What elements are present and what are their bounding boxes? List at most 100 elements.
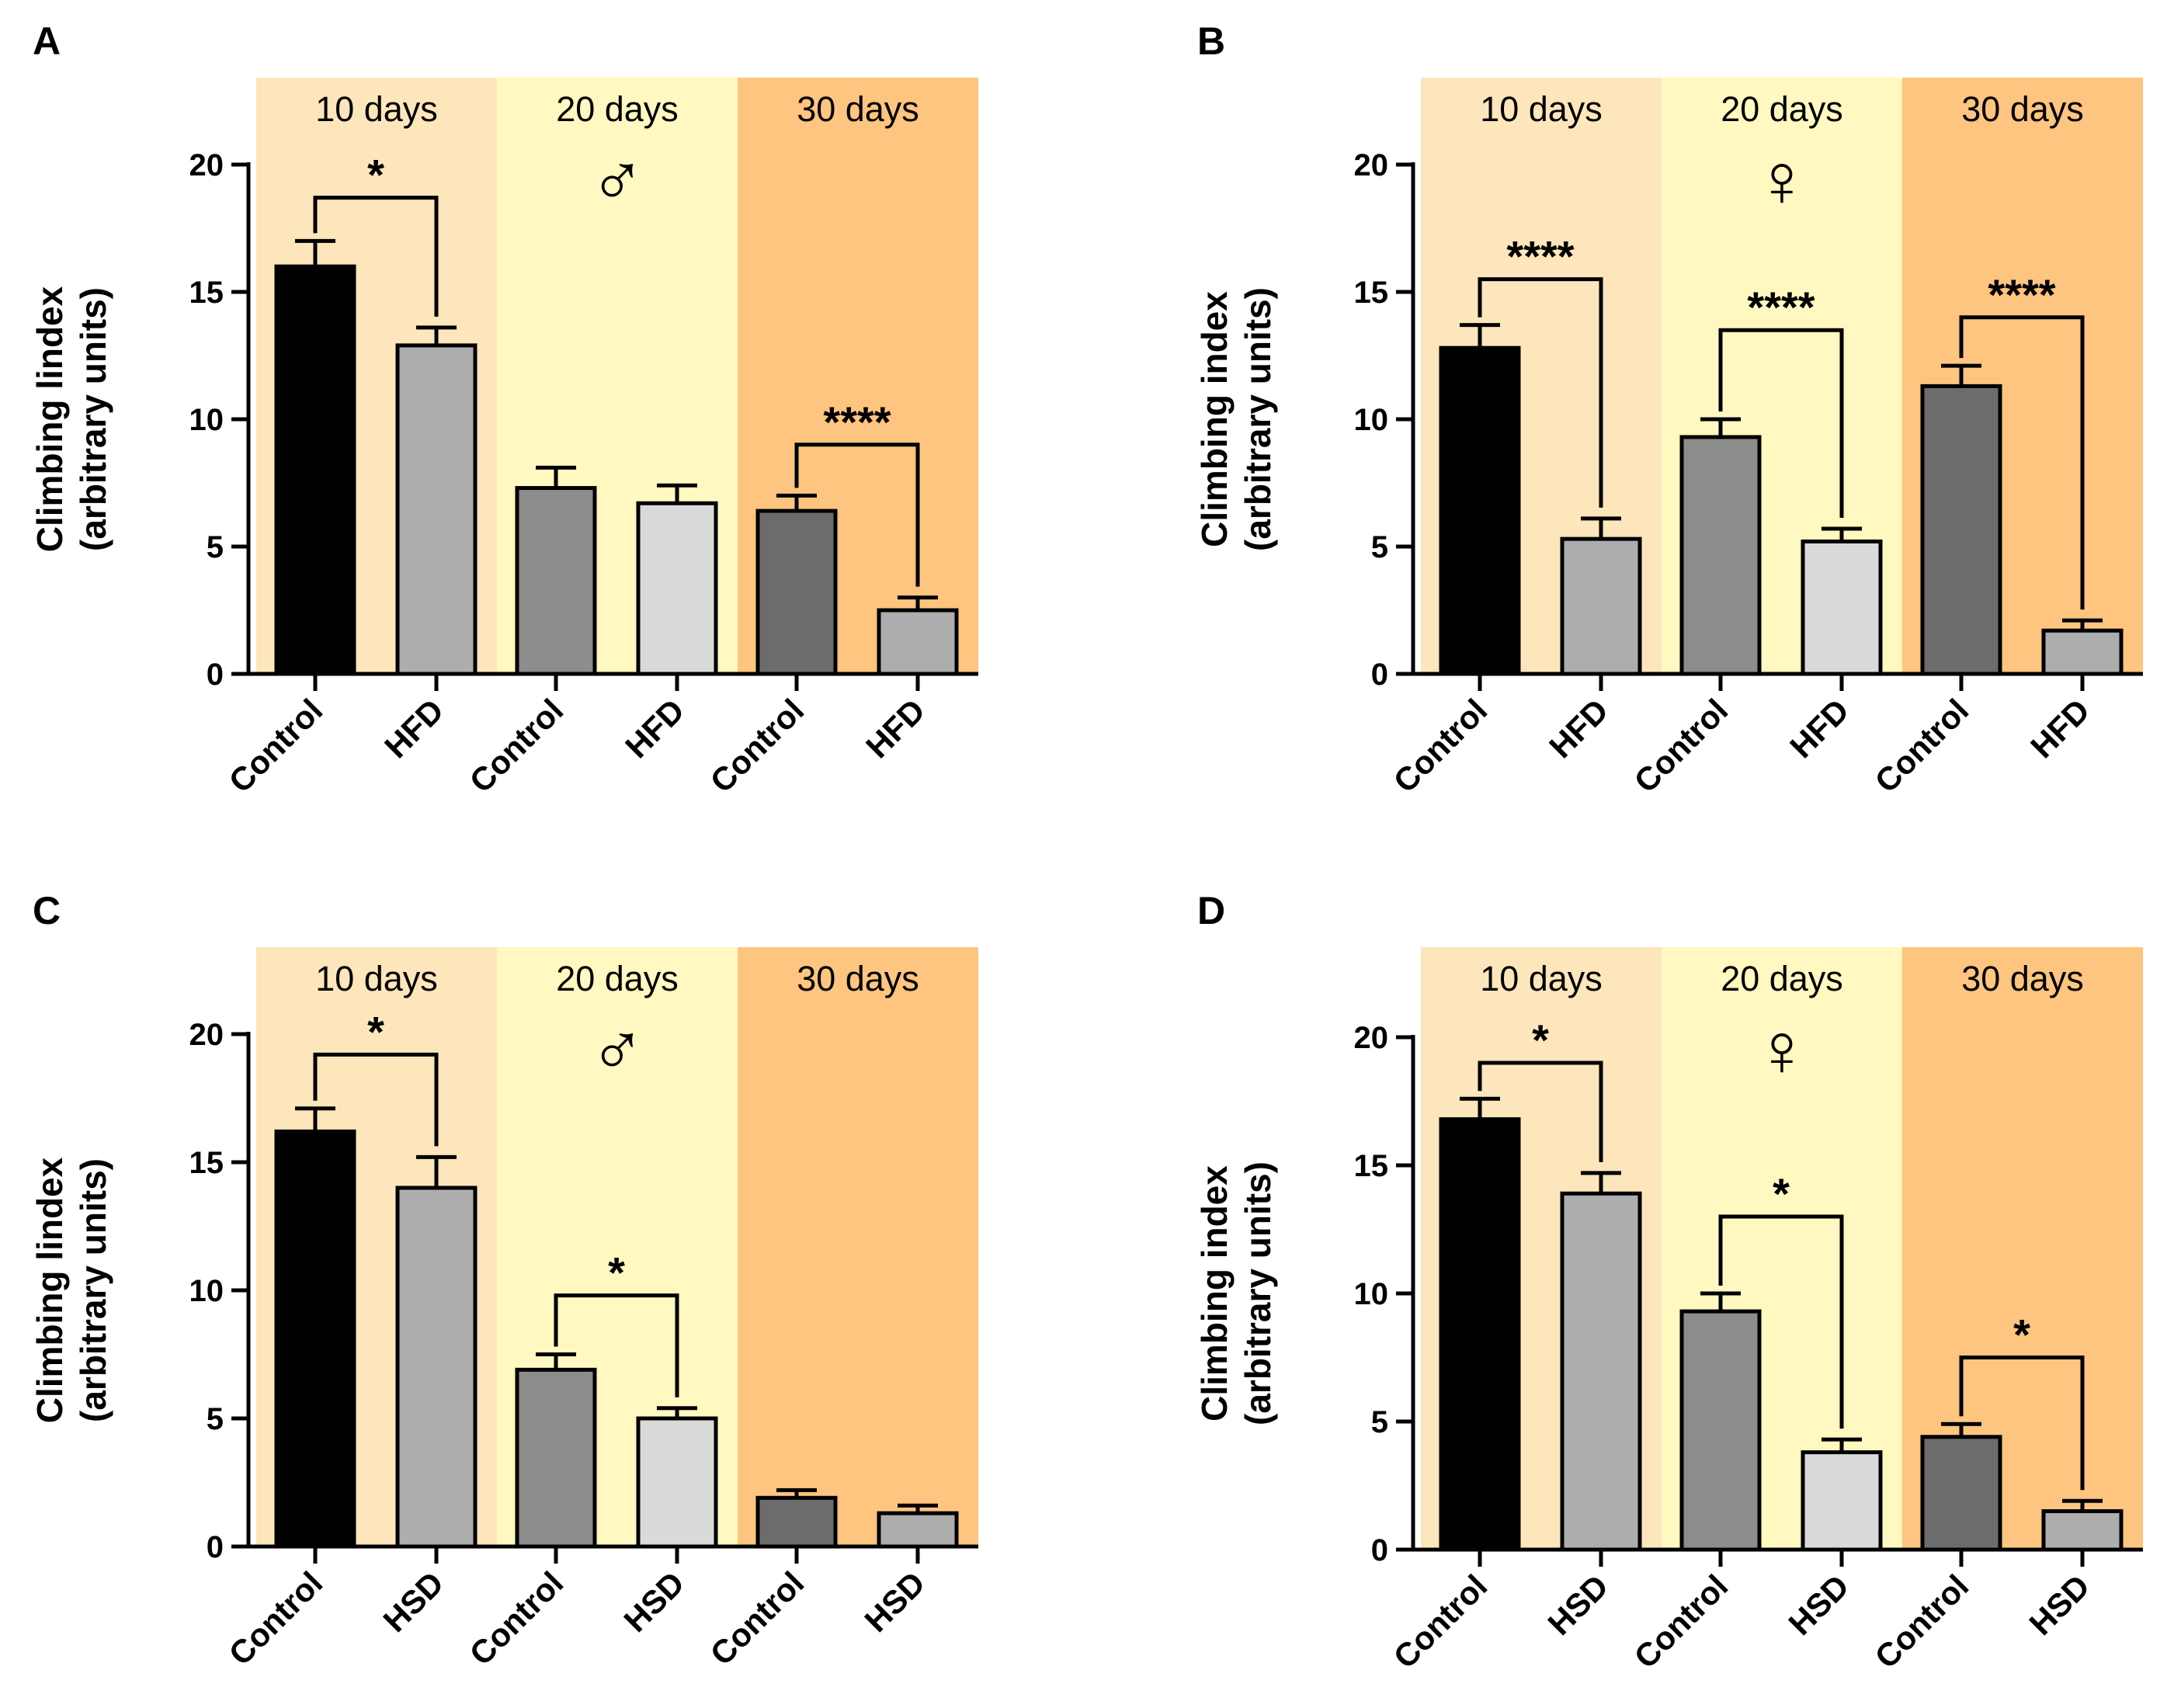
bar-hsd (636, 1416, 718, 1549)
y-axis-title: Climbing index(arbitrary units) (1194, 287, 1278, 551)
bar-hsd (877, 1511, 959, 1549)
bar-control (1439, 345, 1521, 676)
period-band-3 (738, 947, 978, 1547)
y-tick-label: 10 (189, 1274, 224, 1308)
y-tick-label: 20 (189, 1018, 224, 1052)
x-tick-label: HSD (616, 1564, 691, 1639)
female-symbol-icon: ♀ (1754, 1008, 1810, 1092)
x-tick-label: HSD (376, 1564, 450, 1639)
y-axis-title: Climbing lindex(arbitrary units) (30, 1157, 113, 1423)
y-axis-title-line: (arbitrary units) (73, 287, 113, 551)
x-tick-label: HFD (1542, 692, 1615, 765)
y-tick-label: 20 (1354, 1021, 1389, 1055)
bar-hsd (1560, 1191, 1642, 1552)
panel-letter: A (33, 19, 61, 63)
x-tick-label: HFD (1783, 692, 1856, 765)
significance-label: * (608, 1248, 625, 1297)
significance-label: * (1532, 1015, 1549, 1064)
period-label: 10 days (1480, 959, 1603, 998)
y-tick-label: 10 (1354, 1277, 1389, 1311)
y-tick-label: 15 (1354, 1149, 1389, 1183)
bar-control (1679, 1309, 1762, 1552)
bar-control (1920, 1435, 2002, 1552)
y-tick-label: 10 (189, 403, 224, 437)
x-tick-label: Control (1868, 1567, 1976, 1675)
y-axis-title-line: Climbing index (1194, 1165, 1235, 1422)
y-tick-label: 0 (207, 1530, 224, 1564)
panel-a: 10 days 20 days 30 days ♂ A Climbing lindex(a… (30, 19, 978, 800)
significance-bracket (313, 1052, 439, 1147)
period-label: 30 days (1961, 89, 2084, 129)
y-tick-label: 15 (189, 276, 224, 310)
x-tick-label: Control (1387, 692, 1495, 800)
x-tick-label: HSD (857, 1564, 932, 1639)
period-label: 20 days (556, 959, 679, 998)
significance-label: * (2013, 1311, 2030, 1359)
x-tick-label: HFD (618, 692, 691, 765)
bar-hsd (1801, 1450, 1883, 1552)
significance-bracket (1959, 1356, 2085, 1491)
period-label: 20 days (1721, 89, 1843, 129)
significance-label: * (1773, 1169, 1790, 1218)
bar-control (274, 1129, 356, 1549)
x-tick-label: HSD (1540, 1567, 1615, 1642)
bar-control (1920, 384, 2002, 676)
bar-control (1439, 1117, 1521, 1552)
y-axis-title: Climbing lindex(arbitrary units) (30, 286, 113, 552)
period-label: 20 days (1721, 959, 1843, 998)
panel-letter: C (33, 889, 61, 932)
x-tick-label: Control (703, 1564, 811, 1672)
significance-label: * (367, 1007, 384, 1056)
y-axis-title-line: (arbitrary units) (1238, 287, 1278, 551)
period-label: 30 days (797, 959, 919, 998)
male-symbol-icon: ♂ (589, 1008, 645, 1092)
y-tick-label: 0 (1371, 658, 1388, 692)
bar-hsd (395, 1186, 478, 1549)
x-tick-label: HFD (2023, 692, 2096, 765)
significance-label: **** (823, 397, 891, 446)
y-tick-label: 20 (189, 148, 224, 182)
y-tick-label: 5 (207, 530, 224, 564)
bar-control (274, 264, 356, 676)
significance-bracket (1478, 277, 1603, 508)
y-tick-label: 0 (207, 658, 224, 692)
bar-control (515, 486, 597, 676)
x-tick-label: Control (222, 1564, 330, 1672)
significance-bracket (794, 443, 920, 587)
y-tick-label: 20 (1354, 148, 1389, 182)
x-tick-label: Control (222, 692, 330, 800)
y-axis-title-line: Climbing lindex (30, 1157, 70, 1423)
y-tick-label: 10 (1354, 403, 1389, 437)
bar-hsd (2041, 1509, 2124, 1552)
period-label: 30 days (797, 89, 919, 129)
y-tick-label: 5 (207, 1402, 224, 1436)
significance-bracket (1718, 1214, 1844, 1429)
y-axis-title-line: Climbing index (1194, 291, 1235, 547)
bar-hfd (636, 501, 718, 676)
panel-b: 10 days 20 days 30 days ♀ B Climbing index(ar… (1194, 19, 2143, 800)
bar-control (755, 1495, 838, 1549)
y-axis-title-line: (arbitrary units) (1238, 1161, 1278, 1425)
period-label: 10 days (315, 89, 438, 129)
x-tick-label: HFD (859, 692, 932, 765)
significance-label: * (367, 151, 384, 200)
x-tick-label: HSD (1781, 1567, 1856, 1642)
y-tick-label: 15 (1354, 276, 1389, 310)
significance-label: **** (1988, 270, 2055, 319)
significance-bracket (1718, 328, 1844, 519)
x-tick-label: Control (1627, 692, 1735, 800)
panel-c: 10 days 20 days 30 days ♂ C Climbing lindex(a… (30, 889, 978, 1672)
significance-bracket (554, 1293, 679, 1397)
x-tick-label: HSD (2022, 1567, 2096, 1642)
y-tick-label: 15 (189, 1146, 224, 1180)
bar-hfd (2041, 628, 2124, 676)
period-label: 30 days (1961, 959, 2084, 998)
panel-letter: B (1197, 19, 1225, 63)
bar-control (755, 509, 838, 676)
period-label: 10 days (1480, 89, 1603, 129)
x-tick-label: HFD (377, 692, 450, 765)
x-tick-label: Control (463, 1564, 571, 1672)
panel-d: 10 days 20 days 30 days ♀ D Climbing index(ar… (1194, 889, 2143, 1675)
x-tick-label: Control (1868, 692, 1976, 800)
